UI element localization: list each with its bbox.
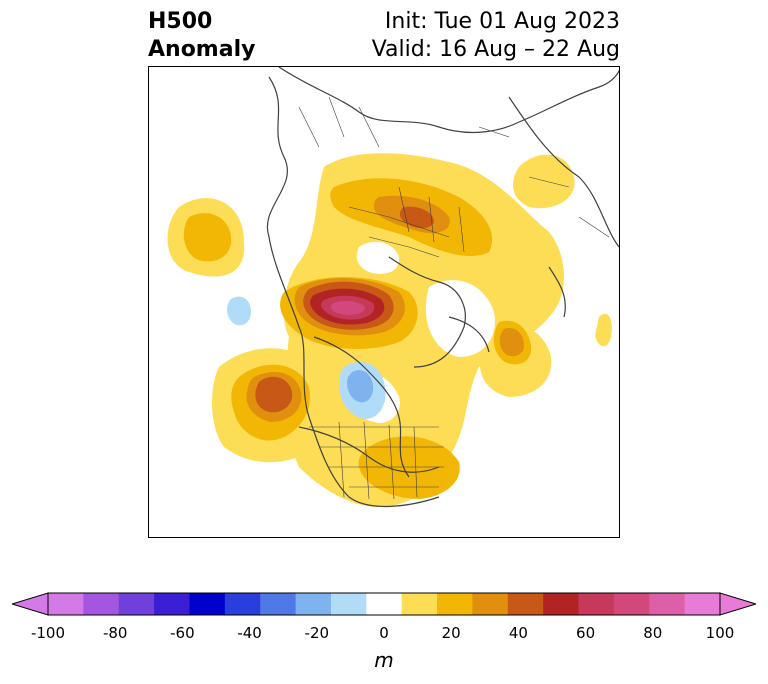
colorbar-tick-label: -40 bbox=[237, 624, 262, 642]
colorbar bbox=[12, 592, 756, 616]
colorbar-segment bbox=[401, 593, 438, 615]
colorbar-under-arrow bbox=[12, 592, 49, 616]
colorbar-segment bbox=[330, 593, 367, 615]
colorbar-tick-label: 20 bbox=[441, 624, 461, 642]
colorbar-tick-label: -100 bbox=[30, 624, 66, 642]
colorbar-tick-label: 40 bbox=[508, 624, 528, 642]
colorbar-unit-label: m bbox=[374, 648, 394, 672]
colorbar-segment bbox=[118, 593, 155, 615]
anomaly-map bbox=[167, 67, 619, 507]
colorbar-segment bbox=[684, 593, 721, 615]
valid-range: Valid: 16 Aug – 22 Aug bbox=[371, 37, 620, 62]
colorbar-segment bbox=[366, 593, 403, 615]
colorbar-segment bbox=[437, 593, 473, 615]
colorbar-segment bbox=[154, 593, 190, 615]
colorbar-segment bbox=[613, 593, 650, 615]
negative-anomalies bbox=[227, 296, 386, 419]
colorbar-segment bbox=[578, 593, 615, 615]
colorbar-tick-label: 80 bbox=[643, 624, 663, 642]
colorbar-tick-label: -20 bbox=[304, 624, 330, 642]
init-date: Init: Tue 01 Aug 2023 bbox=[384, 9, 620, 34]
colorbar-segment bbox=[189, 593, 226, 615]
colorbar-tick-label: 0 bbox=[379, 624, 389, 642]
colorbar-segments bbox=[48, 593, 721, 615]
colorbar-tick-label: -80 bbox=[102, 624, 128, 642]
colorbar-over-arrow bbox=[719, 592, 756, 616]
colorbar-tick-label: -60 bbox=[170, 624, 195, 642]
colorbar-segment bbox=[260, 593, 297, 615]
title-line-2: Anomaly bbox=[148, 37, 256, 62]
coastlines bbox=[266, 67, 619, 507]
colorbar-tick-label: 60 bbox=[576, 624, 596, 642]
colorbar-segment bbox=[295, 593, 332, 615]
colorbar-segment bbox=[48, 593, 84, 615]
colorbar-segment bbox=[472, 593, 509, 615]
colorbar-segment bbox=[649, 593, 686, 615]
colorbar-segment bbox=[83, 593, 120, 615]
map-panel bbox=[148, 66, 620, 538]
colorbar-outline bbox=[47, 592, 721, 616]
date-block: Init: Tue 01 Aug 2023 Valid: 16 Aug – 22… bbox=[372, 8, 620, 64]
anomaly-core bbox=[255, 206, 434, 413]
title-block: H500 Anomaly bbox=[148, 8, 255, 64]
colorbar-segment bbox=[224, 593, 261, 615]
political-borders bbox=[298, 96, 610, 500]
colorbar-tick-label: 100 bbox=[705, 624, 735, 642]
colorbar-segment bbox=[507, 593, 544, 615]
colorbar-segment bbox=[543, 593, 580, 615]
title-line-1: H500 bbox=[148, 9, 213, 34]
